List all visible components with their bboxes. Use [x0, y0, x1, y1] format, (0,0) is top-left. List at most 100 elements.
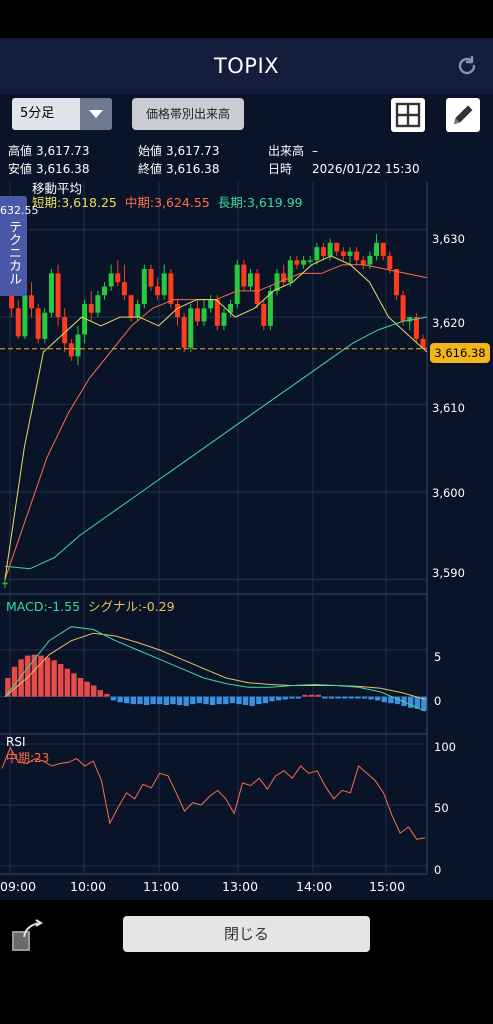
interval-select[interactable]: 5分足	[12, 98, 112, 130]
technical-value: 632.55	[0, 204, 39, 217]
macd-bar	[229, 696, 236, 704]
candle	[108, 273, 114, 287]
candle	[62, 317, 68, 344]
rotate-icon[interactable]	[10, 917, 46, 953]
macd-bar	[407, 696, 414, 708]
macd-bar	[91, 685, 97, 697]
volume-info: 出来高 –	[268, 144, 319, 158]
candle	[281, 273, 287, 283]
macd-bar	[308, 694, 315, 697]
macd-bar	[5, 678, 11, 697]
refresh-icon[interactable]	[455, 54, 479, 78]
candle	[301, 260, 307, 265]
macd-bar	[11, 666, 18, 697]
candle	[360, 260, 366, 265]
candle	[128, 295, 134, 318]
ma-short-label: 短期:3,618.25	[32, 195, 117, 210]
candle	[354, 251, 360, 261]
candle	[287, 260, 293, 283]
layout-grid-button[interactable]	[391, 98, 425, 132]
macd-bar	[77, 678, 84, 697]
app-header: TOPIX	[0, 38, 493, 94]
macd-bar	[302, 694, 308, 697]
macd-bar	[143, 696, 150, 706]
macd-bar	[216, 696, 222, 705]
candle	[115, 273, 121, 283]
macd-bar	[275, 696, 282, 701]
time-tick: 13:00	[222, 879, 259, 894]
candle	[314, 247, 320, 261]
macd-bar	[124, 696, 130, 704]
macd-bar	[335, 696, 341, 699]
candle	[261, 303, 267, 326]
candle	[88, 303, 94, 313]
candle	[168, 273, 174, 304]
macd-bar	[262, 696, 269, 704]
candle	[35, 308, 41, 339]
macd-bar	[374, 696, 381, 701]
macd-line	[4, 626, 426, 712]
signal-line	[4, 632, 426, 700]
macd-bar	[388, 696, 394, 704]
low-info: 安値 3,616.38	[8, 162, 90, 176]
technical-tab-label: テクニカル	[6, 220, 21, 285]
candle	[254, 273, 260, 304]
candle	[68, 343, 74, 357]
candle	[380, 242, 386, 256]
macd-bar	[256, 696, 262, 705]
candle	[400, 295, 406, 322]
candle	[75, 334, 81, 357]
macd-bar	[394, 696, 401, 705]
candle	[393, 269, 399, 296]
macd-label: MACD:-1.55	[6, 599, 81, 614]
macd-bar	[71, 673, 77, 697]
price-tick: 3,600	[432, 486, 465, 500]
candle	[420, 338, 426, 349]
macd-bar	[196, 696, 203, 704]
candle	[274, 273, 280, 291]
close-button[interactable]: 閉じる	[123, 916, 370, 952]
close-info: 終値 3,616.38	[138, 162, 220, 176]
macd-bar	[249, 696, 255, 706]
time-tick: 15:00	[369, 879, 406, 894]
price-chart[interactable]	[0, 94, 493, 900]
candle	[214, 299, 220, 326]
price-volume-button[interactable]: 価格帯別出来高	[132, 98, 244, 130]
draw-button[interactable]	[446, 98, 480, 132]
chevron-down-icon	[80, 98, 112, 130]
candle	[241, 264, 247, 287]
candle	[407, 317, 413, 322]
open-info: 始値 3,617.73	[138, 144, 220, 158]
candle	[29, 295, 35, 309]
macd-bar	[209, 696, 216, 706]
macd-bar	[341, 696, 348, 699]
candle	[208, 299, 214, 309]
macd-bar	[295, 696, 302, 699]
macd-bar	[190, 696, 196, 705]
candle	[221, 312, 227, 326]
ma-long-label: 長期:3,619.99	[217, 195, 303, 210]
rsi-mid-label: 中期:23	[6, 751, 50, 765]
macd-bar	[84, 681, 90, 697]
candle	[347, 251, 353, 256]
macd-bar	[203, 696, 209, 705]
rsi-tick: 50	[434, 801, 449, 815]
macd-tick: 0	[434, 694, 442, 708]
price-tick: 3,620	[432, 316, 465, 330]
macd-bar	[223, 696, 229, 705]
macd-bar	[51, 660, 57, 697]
candle	[327, 242, 333, 256]
ma-mid-label: 中期:3,624.55	[124, 195, 210, 210]
candle	[141, 269, 147, 304]
candle	[15, 308, 21, 337]
candle	[194, 308, 200, 322]
macd-bar	[315, 694, 321, 697]
macd-bar	[38, 655, 44, 697]
macd-bar	[97, 690, 104, 697]
candle	[121, 282, 127, 296]
macd-bar	[322, 696, 328, 699]
technical-tab[interactable]: テクニカル	[0, 196, 27, 296]
candle	[135, 303, 141, 318]
candle	[188, 308, 194, 348]
macd-bar	[163, 696, 170, 706]
